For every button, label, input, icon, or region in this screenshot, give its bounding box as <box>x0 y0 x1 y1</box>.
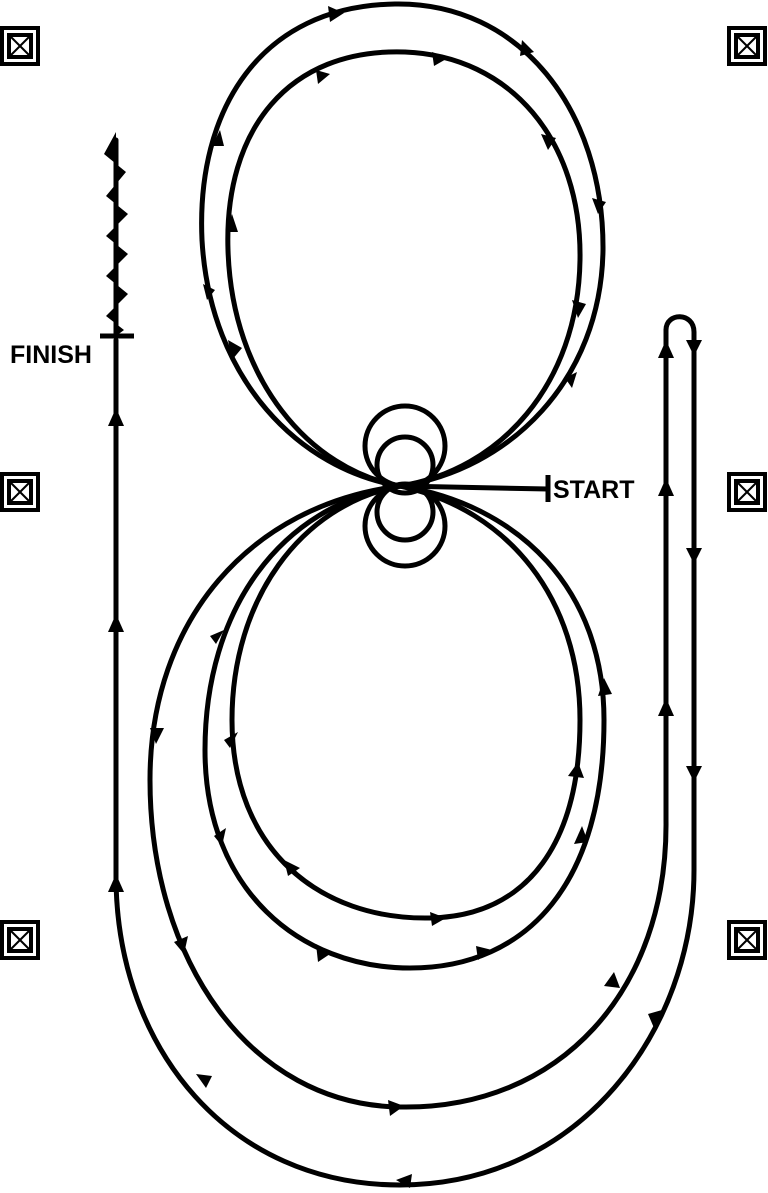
upper-outer-loop <box>199 1 606 489</box>
cone-marker-icon <box>0 26 40 66</box>
lower-middle-loop <box>202 483 607 971</box>
cone-marker-icon <box>727 26 767 66</box>
start-label: START <box>553 476 635 504</box>
lower-inner-loop <box>229 483 583 921</box>
center-loop-small-bottom <box>374 481 436 543</box>
outer-sweep <box>147 327 669 1110</box>
cone-marker-icon <box>727 472 767 512</box>
right-hairpin <box>113 314 697 1188</box>
center-loop-small-top <box>374 434 436 496</box>
upper-inner-loop <box>225 49 583 489</box>
cone-marker-icon <box>0 920 40 960</box>
cone-marker-icon <box>727 920 767 960</box>
cone-marker-icon <box>0 472 40 512</box>
finish-label: FINISH <box>10 341 92 369</box>
direction-arrows <box>108 6 702 1188</box>
stop-zigzag <box>104 132 128 336</box>
